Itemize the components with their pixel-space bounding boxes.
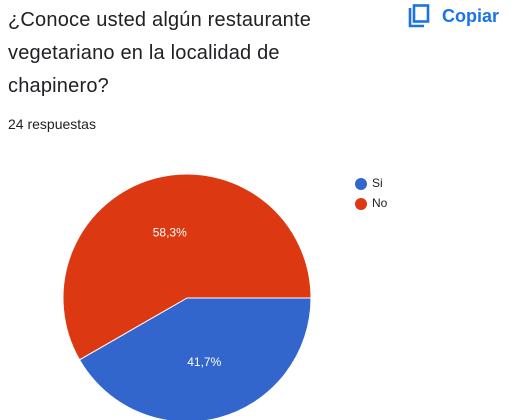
pie-slice [78,297,312,420]
slice-label: 58,3% [153,225,187,239]
chart-title: ¿Conoce usted algún restaurante vegetari… [8,9,312,97]
legend-label: Si [372,176,383,190]
slice-label: 41,7% [187,355,221,369]
pie-slice [62,173,312,361]
chart-subtitle: 24 respuestas [8,116,96,132]
copy-button[interactable]: Copiar [408,4,499,28]
copy-label[interactable]: Copiar [442,5,500,26]
legend-label: No [372,196,388,210]
legend-swatch [355,198,367,210]
copy-icon [408,4,430,28]
legend-swatch [355,178,367,190]
